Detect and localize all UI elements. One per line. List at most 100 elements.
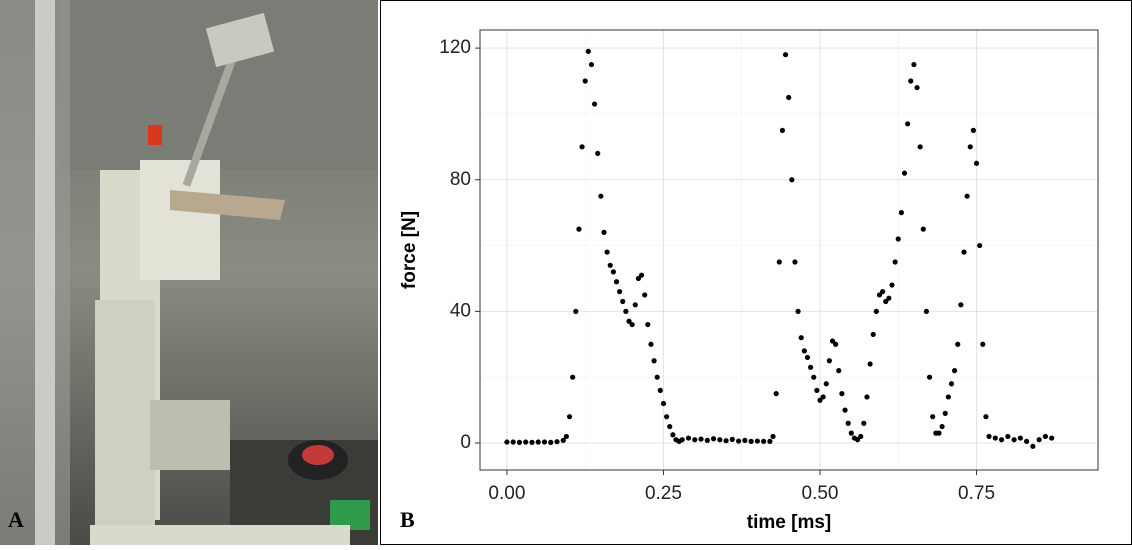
point [613, 279, 620, 285]
x-tick-label: 0.50 [802, 483, 839, 504]
point [748, 438, 754, 444]
point [1030, 443, 1036, 449]
point [826, 358, 832, 364]
point [723, 438, 729, 444]
photo: A [0, 0, 378, 545]
point [898, 210, 904, 216]
point [998, 437, 1005, 443]
point [620, 298, 626, 305]
point [566, 414, 573, 420]
point [560, 437, 566, 443]
point [773, 391, 779, 397]
point [948, 381, 955, 387]
point [535, 439, 541, 445]
point [516, 439, 523, 445]
point [770, 433, 776, 440]
y-tick-label: 40 [450, 300, 471, 321]
point [973, 160, 980, 166]
point [698, 436, 704, 442]
point [848, 430, 854, 436]
point [880, 289, 886, 295]
point [767, 438, 773, 444]
point [930, 414, 936, 420]
point [610, 269, 616, 275]
point [804, 354, 811, 361]
plot-border [479, 29, 1099, 471]
point [917, 144, 923, 150]
point [854, 437, 861, 443]
plot-background [480, 30, 1098, 470]
point [808, 364, 814, 370]
point [1042, 433, 1049, 440]
point [742, 437, 748, 443]
y-axis-title: force [N] [399, 211, 420, 289]
point [905, 121, 911, 127]
point [729, 436, 735, 442]
point [792, 259, 798, 265]
point [829, 338, 836, 344]
point [663, 414, 670, 420]
point [842, 407, 848, 413]
point [983, 414, 989, 420]
point [654, 374, 660, 380]
point [510, 439, 516, 445]
point [579, 144, 585, 150]
point [660, 400, 667, 407]
point [786, 94, 792, 101]
x-tick-label: 0.00 [488, 483, 525, 504]
point [811, 374, 817, 380]
point [548, 439, 554, 445]
point [710, 436, 717, 442]
point [883, 298, 889, 305]
point [911, 61, 917, 68]
point [692, 437, 698, 443]
point [858, 433, 864, 440]
point [604, 249, 610, 255]
point [817, 397, 823, 403]
point [820, 394, 826, 400]
point [582, 78, 588, 84]
point [870, 331, 876, 338]
point [754, 438, 760, 444]
x-tick-label: 0.75 [958, 483, 995, 504]
point [801, 348, 807, 354]
point [523, 439, 529, 445]
point [895, 236, 901, 242]
point [670, 432, 676, 438]
point [986, 433, 992, 440]
point [667, 423, 673, 430]
x-tick-label: 0.25 [645, 483, 682, 504]
point [958, 302, 964, 308]
point [961, 249, 967, 255]
point [1011, 437, 1017, 443]
y-tick-label: 80 [450, 169, 471, 190]
point [638, 272, 645, 278]
x-axis-title: time [ms] [747, 512, 831, 533]
point [926, 374, 933, 380]
point [1017, 435, 1023, 441]
point [980, 341, 986, 347]
point [823, 381, 829, 387]
point [833, 341, 839, 347]
point [923, 308, 930, 314]
point [836, 368, 842, 374]
point [554, 439, 560, 445]
point [776, 259, 782, 265]
point [779, 127, 786, 133]
point [1036, 437, 1042, 443]
point [814, 387, 820, 393]
point [908, 78, 914, 84]
point [964, 193, 970, 199]
point [541, 439, 548, 445]
point [598, 193, 604, 199]
point [626, 318, 632, 324]
point [629, 321, 635, 328]
point [952, 368, 958, 374]
point [717, 437, 723, 443]
point [529, 439, 535, 445]
point [576, 226, 582, 232]
point [1005, 433, 1011, 440]
point [845, 420, 851, 426]
point [886, 295, 892, 301]
